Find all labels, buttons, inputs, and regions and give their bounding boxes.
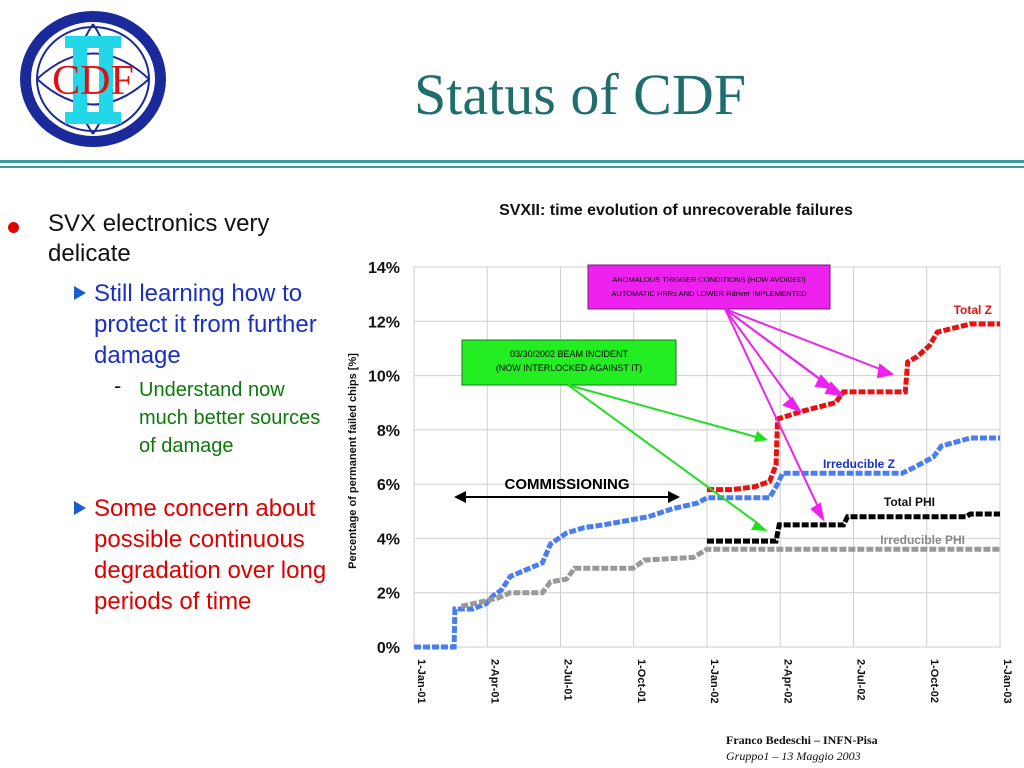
x-tick-label: 2-Apr-02 <box>781 659 793 704</box>
bullet-level1: SVX electronics very delicate <box>48 210 270 267</box>
commissioning-label: COMMISSIONING <box>504 476 629 493</box>
x-tick-label: 2-Jul-01 <box>562 659 574 701</box>
x-tick-label: 1-Jan-01 <box>415 659 427 704</box>
y-axis-label: Percentage of permanent failed chips [%] <box>347 353 359 569</box>
x-tick-label: 2-Jul-02 <box>855 659 867 701</box>
x-tick-label: 1-Oct-01 <box>635 659 647 703</box>
dash-bullet-icon: - <box>114 373 122 398</box>
logo-text: CDF <box>52 58 134 104</box>
beam-incident-line1: 03/30/2002 BEAM INCIDENT <box>510 349 629 359</box>
x-tick-label: 1-Oct-02 <box>928 659 940 703</box>
x-tick-label: 1-Jan-02 <box>708 659 720 704</box>
divider-top <box>0 160 1024 163</box>
series-total-phi <box>707 511 1000 544</box>
commissioning-annotation: COMMISSIONING <box>454 476 680 503</box>
bullet-level3: Understand now much better sources of da… <box>139 379 321 457</box>
series-label-irreducible-phi: Irreducible PHI <box>880 533 965 547</box>
beam-incident-line2: (NOW INTERLOCKED AGAINST IT) <box>496 363 642 373</box>
chart-title: SVXII: time evolution of unrecoverable f… <box>499 202 853 219</box>
series-label-total-phi: Total PHI <box>884 495 935 509</box>
bullet-level2-a: Still learning how to protect it from fu… <box>94 280 317 369</box>
y-tick-label: 6% <box>377 477 400 494</box>
bullet-dot-icon <box>8 222 19 233</box>
series-total-z <box>707 321 1000 493</box>
y-tick-label: 0% <box>377 640 400 657</box>
series-layer: Irreducible Z Total Z Total PHI Irreducible… <box>414 303 1000 650</box>
series-label-total-z: Total Z <box>954 303 992 317</box>
bullet-level2-b: Some concern about possible continuous d… <box>94 495 327 615</box>
y-tick-label: 14% <box>368 260 400 277</box>
y-tick-label: 12% <box>368 314 400 331</box>
beam-incident-annotation: 03/30/2002 BEAM INCIDENT (NOW INTERLOCKE… <box>461 339 768 531</box>
series-irreducible-phi <box>460 546 1000 609</box>
triangle-bullet-icon <box>74 286 86 300</box>
trigger-line2: AUTOMATIC HRRs AND LOWER Rdriver IMPLEME… <box>611 289 807 298</box>
divider-bottom <box>0 166 1024 168</box>
y-tick-label: 8% <box>377 423 400 440</box>
cdf-logo: CDF <box>20 11 166 147</box>
footer-author: Franco Bedeschi – INFN-Pisa <box>726 733 878 747</box>
y-tick-label: 10% <box>368 369 400 386</box>
trigger-annotation: ANOMALOUS TRIGGER CONDITIONS (HOW AVOIDE… <box>587 264 895 522</box>
y-tick-label: 2% <box>377 586 400 603</box>
y-ticks: 0% 2% 4% 6% 8% 10% 12% 14% <box>368 260 400 657</box>
failures-chart: SVXII: time evolution of unrecoverable f… <box>347 202 1013 704</box>
slide-title: Status of CDF <box>414 62 746 127</box>
x-ticks: 1-Jan-01 2-Apr-01 2-Jul-01 1-Oct-01 1-Jan-02… <box>415 659 1013 704</box>
trigger-line1: ANOMALOUS TRIGGER CONDITIONS (HOW AVOIDE… <box>612 275 806 284</box>
x-tick-label: 1-Jan-03 <box>1001 659 1013 704</box>
series-label-irreducible-z: Irreducible Z <box>823 457 895 471</box>
x-tick-label: 2-Apr-01 <box>488 659 500 704</box>
footer-meeting: Gruppo1 – 13 Maggio 2003 <box>726 749 861 763</box>
triangle-bullet-icon <box>74 501 86 515</box>
y-tick-label: 4% <box>377 531 400 548</box>
